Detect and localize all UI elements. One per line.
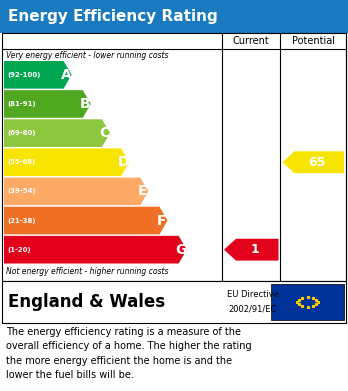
- Text: EU Directive: EU Directive: [227, 291, 279, 300]
- Text: (55-68): (55-68): [7, 159, 35, 165]
- Bar: [0, 0, 348, 33]
- Text: 65: 65: [309, 156, 326, 169]
- Polygon shape: [4, 61, 72, 89]
- Text: (1-20): (1-20): [7, 247, 31, 253]
- Text: (92-100): (92-100): [7, 72, 40, 78]
- Bar: [271, 284, 344, 320]
- Bar: [2, 281, 346, 323]
- Text: Not energy efficient - higher running costs: Not energy efficient - higher running co…: [6, 267, 168, 276]
- Text: C: C: [99, 126, 110, 140]
- Polygon shape: [4, 207, 167, 234]
- Text: B: B: [80, 97, 90, 111]
- Polygon shape: [4, 149, 129, 176]
- Text: E: E: [138, 185, 148, 198]
- Bar: [2, 33, 346, 281]
- Polygon shape: [4, 236, 187, 264]
- Text: (39-54): (39-54): [7, 188, 35, 194]
- Text: (81-91): (81-91): [7, 101, 35, 107]
- Polygon shape: [283, 151, 344, 173]
- Text: F: F: [157, 213, 167, 228]
- Text: England & Wales: England & Wales: [8, 293, 165, 311]
- Text: 1: 1: [251, 243, 260, 256]
- Text: Very energy efficient - lower running costs: Very energy efficient - lower running co…: [6, 52, 168, 61]
- Text: (21-38): (21-38): [7, 217, 35, 224]
- Text: Potential: Potential: [292, 36, 335, 46]
- Text: Energy Efficiency Rating: Energy Efficiency Rating: [8, 9, 218, 24]
- Text: 2002/91/EC: 2002/91/EC: [229, 305, 277, 314]
- Text: Current: Current: [233, 36, 270, 46]
- Text: G: G: [175, 243, 187, 256]
- Polygon shape: [4, 90, 91, 118]
- Polygon shape: [224, 239, 278, 261]
- Text: The energy efficiency rating is a measure of the
overall efficiency of a home. T: The energy efficiency rating is a measur…: [6, 327, 252, 380]
- Polygon shape: [4, 119, 110, 147]
- Text: (69-80): (69-80): [7, 130, 35, 136]
- Text: A: A: [61, 68, 71, 82]
- Polygon shape: [4, 178, 148, 205]
- Text: D: D: [118, 155, 129, 169]
